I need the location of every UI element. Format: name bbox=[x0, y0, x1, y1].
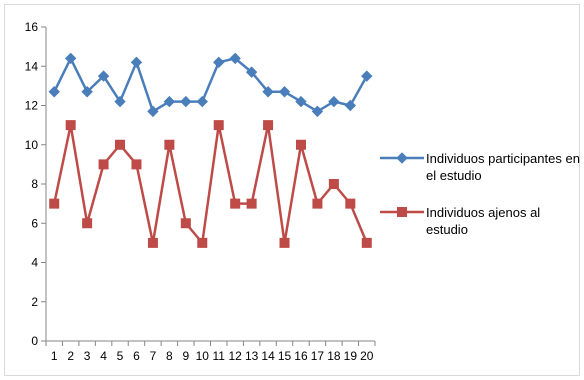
x-tick-label: 4 bbox=[100, 349, 107, 363]
x-tick-label: 17 bbox=[311, 349, 325, 363]
series-1-point bbox=[180, 95, 192, 108]
x-tick-label: 18 bbox=[327, 349, 341, 363]
x-tick-label: 6 bbox=[133, 349, 140, 363]
legend-label: Individuos participantes en bbox=[426, 151, 580, 166]
y-tick-label: 10 bbox=[25, 138, 39, 152]
series-1-point bbox=[48, 86, 60, 98]
legend-marker bbox=[396, 152, 408, 164]
series-1-line bbox=[53, 57, 368, 113]
chart-frame bbox=[4, 4, 580, 376]
series-1-point bbox=[344, 99, 357, 112]
y-tick-label: 16 bbox=[25, 20, 39, 34]
series-1-point bbox=[311, 105, 324, 118]
series-1-point bbox=[114, 95, 126, 108]
series-2-point bbox=[230, 198, 241, 209]
x-tick-label: 19 bbox=[344, 349, 358, 363]
series-2-point bbox=[197, 237, 208, 248]
y-tick-label: 2 bbox=[31, 295, 38, 309]
x-tick-label: 8 bbox=[166, 349, 173, 363]
series-1-point bbox=[147, 105, 159, 118]
series-2-point bbox=[345, 198, 356, 209]
series-1-point bbox=[361, 70, 373, 82]
series-1-point bbox=[196, 95, 208, 108]
x-tick-label: 1 bbox=[51, 349, 58, 363]
series-1-point bbox=[328, 95, 340, 108]
x-tick-label: 3 bbox=[84, 349, 91, 363]
legend-label: Individuos ajenos al bbox=[426, 205, 540, 220]
series-2-point bbox=[147, 237, 158, 248]
legend-entry-2: Individuos ajenos al estudio bbox=[380, 205, 540, 237]
legend-label: el estudio bbox=[426, 168, 482, 183]
series-1-point bbox=[163, 95, 176, 108]
series-2-point bbox=[295, 139, 306, 150]
series-2-point bbox=[164, 139, 175, 150]
series-1-point bbox=[213, 56, 225, 69]
x-tick-label: 9 bbox=[182, 349, 189, 363]
series-2-point bbox=[180, 218, 191, 229]
series-1-point bbox=[229, 52, 241, 65]
x-tick-label: 20 bbox=[360, 349, 374, 363]
series-2-point bbox=[246, 198, 257, 209]
series-1-point bbox=[262, 86, 274, 98]
series-1-point bbox=[278, 86, 291, 98]
legend-label: estudio bbox=[426, 222, 468, 237]
series-2-point bbox=[263, 120, 274, 131]
series-2-point bbox=[279, 237, 290, 248]
x-tick-label: 2 bbox=[67, 349, 74, 363]
y-tick-label: 12 bbox=[25, 99, 39, 113]
series-2-point bbox=[115, 139, 126, 150]
series-2-point bbox=[49, 198, 60, 209]
series-1-point bbox=[130, 56, 143, 69]
y-tick-label: 8 bbox=[31, 177, 38, 191]
x-tick-label: 11 bbox=[212, 349, 225, 363]
y-tick-label: 6 bbox=[31, 216, 38, 230]
series-2-point bbox=[312, 198, 323, 209]
series-1-point bbox=[295, 95, 307, 108]
series-1-point bbox=[81, 86, 93, 98]
x-tick-label: 16 bbox=[294, 349, 308, 363]
series-2-point bbox=[82, 218, 93, 229]
legend-entry-1: Individuos participantes en el estudio bbox=[380, 151, 580, 183]
series-2-point bbox=[65, 120, 76, 131]
x-tick-label: 7 bbox=[150, 349, 157, 363]
series-2-line bbox=[53, 123, 368, 245]
y-tick-label: 14 bbox=[25, 59, 39, 73]
x-tick-label: 12 bbox=[228, 349, 242, 363]
x-tick-label: 14 bbox=[261, 349, 275, 363]
series-2-point bbox=[98, 159, 109, 170]
y-tick-label: 4 bbox=[31, 256, 38, 270]
series-2-point bbox=[361, 237, 372, 248]
series-2-point bbox=[328, 179, 339, 189]
y-tick-label: 0 bbox=[31, 334, 38, 348]
series-1 bbox=[48, 52, 373, 118]
series-1-point bbox=[97, 70, 110, 82]
legend-marker bbox=[397, 207, 407, 217]
x-tick-label: 13 bbox=[245, 349, 259, 363]
x-tick-label: 10 bbox=[196, 349, 210, 363]
x-tick-label: 5 bbox=[117, 349, 124, 363]
series-2-point bbox=[131, 159, 142, 170]
series-2 bbox=[49, 120, 372, 248]
series-1-point bbox=[64, 52, 77, 65]
series-2-point bbox=[213, 120, 224, 131]
series-1-point bbox=[245, 66, 258, 78]
x-tick-label: 15 bbox=[278, 349, 292, 363]
